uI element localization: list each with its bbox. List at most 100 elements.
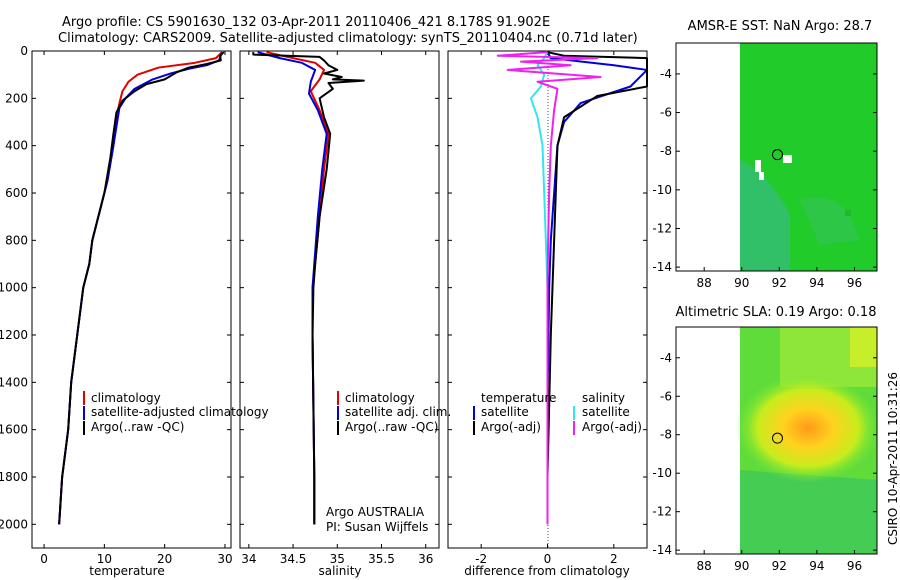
figure-title-line1: Argo profile: CS 5901630_132 03-Apr-2011…	[62, 15, 550, 30]
x-tick-label: 0	[544, 552, 552, 566]
series-line-salinity-satellite	[529, 51, 549, 525]
temperature-yticks: 0 200 400 600 800 1000 1200 1400 1600 1800 2000	[0, 44, 231, 531]
x-tick-label: 2	[610, 552, 618, 566]
sla-map-frame	[675, 326, 878, 555]
legend-label-climatology: climatology	[345, 391, 415, 405]
x-tick-label: 35	[330, 552, 345, 566]
sst-argo-location-marker	[771, 149, 783, 161]
x-tick-label: 0	[40, 552, 48, 566]
legend-label-temp-satellite: satellite	[481, 405, 529, 419]
x-tick-label: 10	[97, 552, 112, 566]
y-tick-label: -4	[660, 351, 672, 365]
sla-low-region	[740, 470, 877, 554]
legend-label-sal-satellite: satellite	[582, 405, 630, 419]
figure-title-line2: Climatology: CARS2009. Satellite-adjuste…	[58, 31, 638, 46]
y-tick-label: 200	[5, 91, 28, 105]
difference-xticks: -2 0 2	[475, 51, 618, 566]
temperature-panel: 0 200 400 600 800 1000 1200 1400 1600 1800 2000 0 1…	[0, 44, 269, 578]
sla-map-yticks: -4 -6 -8 -10 -12 -14	[652, 351, 877, 557]
temperature-xticks: 0 10 20 30	[40, 51, 233, 566]
csiro-timestamp: CSIRO 10-Apr-2011 10:31:26	[886, 372, 900, 545]
x-tick-label: 92	[772, 276, 787, 290]
x-tick-label: 96	[847, 559, 862, 573]
x-tick-label: -2	[475, 552, 487, 566]
y-tick-label: 1400	[0, 375, 28, 389]
sla-argo-location-marker	[771, 432, 783, 444]
series-line-temperature-argo-adj-	[546, 51, 648, 525]
y-tick-label: -12	[652, 505, 672, 519]
legend-heading-salinity: salinity	[582, 391, 625, 405]
y-tick-label: -12	[652, 221, 672, 235]
y-tick-label: -4	[660, 67, 672, 81]
temperature-legend: climatology satellite-adjusted climatolo…	[83, 391, 269, 435]
y-tick-label: 1000	[0, 281, 28, 295]
salinity-xlabel: salinity	[318, 564, 361, 578]
salinity-yticks	[240, 50, 439, 525]
y-tick-label: -14	[652, 260, 672, 274]
x-tick-label: 34	[241, 552, 256, 566]
y-tick-label: -8	[660, 144, 672, 158]
x-tick-label: 88	[697, 276, 712, 290]
legend-label-temp-argo: Argo(-adj)	[481, 420, 541, 434]
salinity-lines	[252, 51, 365, 525]
y-tick-label: 800	[5, 233, 28, 247]
sla-map-xticks: 88 90 92 94 96	[697, 550, 862, 573]
temperature-xlabel: temperature	[89, 564, 164, 578]
y-tick-label: -14	[652, 543, 672, 557]
x-tick-label: 20	[157, 552, 172, 566]
y-tick-label: -6	[660, 106, 672, 120]
annotation-argo-australia: Argo AUSTRALIA	[326, 505, 425, 519]
series-line-temperature-satellite	[546, 51, 648, 525]
sst-map-yticks: -4 -6 -8 -10 -12 -14	[652, 67, 877, 274]
legend-label-satellite: satellite adj. clim.	[345, 405, 451, 419]
difference-panel: -2 0 2 difference from climatology tempera…	[447, 50, 648, 578]
y-tick-label: 0	[20, 44, 28, 58]
temperature-axes-frame	[31, 50, 232, 549]
sla-map-title: Altimetric SLA: 0.19 Argo: 0.18	[676, 305, 877, 320]
series-line-climatology	[266, 51, 330, 525]
difference-legend: temperature satellite Argo(-adj) salinit…	[473, 391, 642, 435]
y-tick-label: 1200	[0, 328, 28, 342]
sst-nan-pixel	[759, 172, 764, 180]
salinity-legend: climatology satellite adj. clim. Argo(..…	[337, 391, 451, 435]
y-tick-label: -10	[652, 466, 672, 480]
sst-map-xticks: 88 90 92 94 96	[697, 267, 862, 290]
x-tick-label: 36	[418, 552, 433, 566]
x-tick-label: 92	[772, 559, 787, 573]
x-tick-label: 90	[734, 559, 749, 573]
difference-yticks	[448, 50, 647, 525]
y-tick-label: -10	[652, 183, 672, 197]
series-line-argo	[252, 52, 365, 525]
y-tick-label: 600	[5, 186, 28, 200]
x-tick-label: 94	[809, 559, 824, 573]
y-tick-label: -6	[660, 389, 672, 403]
sla-map-panel: Altimetric SLA: 0.19 Argo: 0.18 88 90 92 94…	[652, 305, 880, 573]
series-line-salinity-argo-adj-	[496, 51, 602, 525]
x-tick-label: 30	[217, 552, 232, 566]
series-line-argo	[58, 51, 225, 525]
x-tick-label: 96	[847, 276, 862, 290]
salinity-panel: 34 34.5 35 35.5 36 salinity climatology sate…	[239, 50, 451, 578]
sst-map-frame	[675, 42, 878, 272]
y-tick-label: 1600	[0, 423, 28, 437]
annotation-pi-name: PI: Susan Wijffels	[326, 520, 428, 534]
salinity-xticks: 34 34.5 35 35.5 36	[241, 51, 433, 566]
sla-band	[850, 327, 877, 367]
sst-cool-region	[740, 160, 790, 271]
x-tick-label: 94	[809, 276, 824, 290]
x-tick-label: 35.5	[368, 552, 395, 566]
sst-nan-pixel	[783, 155, 792, 163]
legend-label-climatology: climatology	[91, 391, 161, 405]
y-tick-label: 2000	[0, 517, 28, 531]
sst-map-panel: AMSR-E SST: NaN Argo: 28.7 88 90 92 94 96 -4…	[652, 19, 878, 290]
legend-heading-temperature: temperature	[481, 391, 556, 405]
y-tick-label: 1800	[0, 470, 28, 484]
sst-pixel	[845, 210, 851, 216]
sla-high-anomaly	[736, 373, 880, 483]
difference-xlabel: difference from climatology	[464, 564, 630, 578]
salinity-axes-frame	[239, 50, 440, 549]
y-tick-label: -8	[660, 428, 672, 442]
sst-nan-pixel	[755, 160, 761, 172]
sst-map-title: AMSR-E SST: NaN Argo: 28.7	[688, 19, 873, 34]
